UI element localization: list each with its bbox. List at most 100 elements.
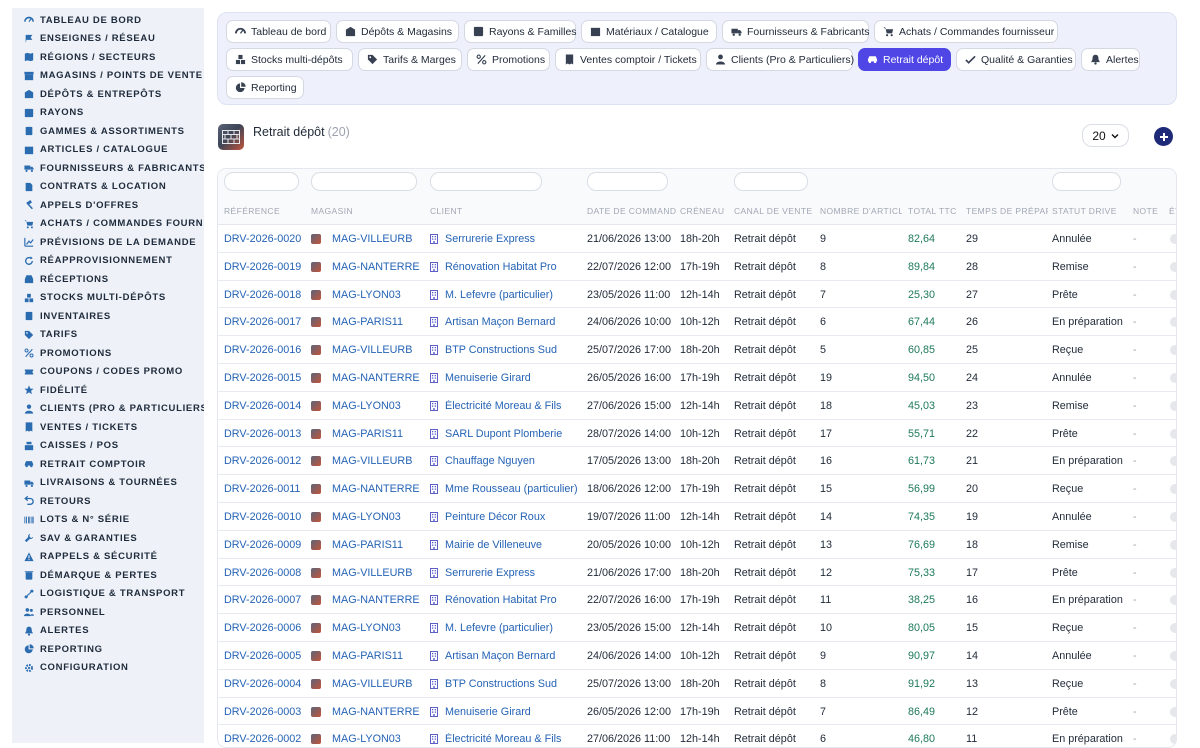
sidebar-item[interactable]: APPELS D'OFFRES <box>24 197 204 213</box>
column-header[interactable]: CRÉNEAU <box>680 206 725 216</box>
state-toggle[interactable] <box>1170 456 1176 467</box>
client-link[interactable]: Menuiserie Girard <box>445 705 531 718</box>
tab[interactable]: Tarifs & Marges <box>358 48 462 71</box>
client-link[interactable]: BTP Constructions Sud <box>445 344 558 357</box>
reference-link[interactable]: DRV-2026-0007 <box>224 594 302 607</box>
sidebar-item[interactable]: INVENTAIRES <box>24 308 204 324</box>
table-row[interactable]: DRV-2026-0014 MAG-LYON03 Électricité Morea… <box>218 392 1176 420</box>
magasin-link[interactable]: MAG-LYON03 <box>332 510 401 523</box>
reference-link[interactable]: DRV-2026-0020 <box>224 233 302 245</box>
column-header[interactable]: NOTE <box>1133 206 1159 216</box>
table-row[interactable]: DRV-2026-0017 MAG-PARIS11 Artisan Maçon Be… <box>218 308 1176 337</box>
magasin-link[interactable]: MAG-PARIS11 <box>332 649 403 662</box>
sidebar-item[interactable]: RÉCEPTIONS <box>24 271 204 287</box>
client-link[interactable]: Artisan Maçon Bernard <box>445 649 556 662</box>
sidebar-item[interactable]: RETRAIT COMPTOIR <box>24 456 204 472</box>
column-header[interactable]: CLIENT <box>430 206 463 216</box>
state-toggle[interactable] <box>1170 484 1176 495</box>
table-row[interactable]: DRV-2026-0010 MAG-LYON03 Peinture Décor Ro… <box>218 503 1176 531</box>
magasin-link[interactable]: MAG-NANTERRE <box>332 483 420 496</box>
state-toggle[interactable] <box>1170 650 1176 661</box>
filter-statut-input[interactable] <box>1052 172 1121 191</box>
client-link[interactable]: Peinture Décor Roux <box>445 510 546 523</box>
sidebar-item[interactable]: CONFIGURATION <box>24 660 204 676</box>
client-link[interactable]: Rénovation Habitat Pro <box>445 594 557 607</box>
sidebar-item[interactable]: CAISSES / POS <box>24 438 204 454</box>
client-link[interactable]: Électricité Moreau & Fils <box>445 733 562 746</box>
sidebar-item[interactable]: PERSONNEL <box>24 604 204 620</box>
sidebar-item[interactable]: TARIFS <box>24 327 204 343</box>
column-header[interactable]: TEMPS DE PRÉPARATION <box>966 206 1048 216</box>
magasin-link[interactable]: MAG-LYON03 <box>332 288 401 301</box>
reference-link[interactable]: DRV-2026-0008 <box>224 566 302 579</box>
magasin-link[interactable]: MAG-LYON03 <box>332 399 401 412</box>
tab[interactable]: Stocks multi-dépôts <box>226 48 353 71</box>
column-header[interactable]: STATUT DRIVE <box>1052 206 1117 216</box>
filter-canal-input[interactable] <box>734 172 808 191</box>
magasin-link[interactable]: MAG-VILLEURB <box>332 677 413 690</box>
sidebar-item[interactable]: ARTICLES / CATALOGUE <box>24 142 204 158</box>
client-link[interactable]: M. Lefevre (particulier) <box>445 288 554 301</box>
state-toggle[interactable] <box>1170 511 1176 522</box>
tab[interactable]: Retrait dépôt <box>858 48 951 71</box>
tab[interactable]: Matériaux / Catalogue <box>581 20 717 43</box>
reference-link[interactable]: DRV-2026-0005 <box>224 649 302 662</box>
filter-date-input[interactable] <box>587 172 668 191</box>
tab[interactable]: Alertes <box>1081 48 1140 71</box>
sidebar-item[interactable]: RAYONS <box>24 105 204 121</box>
table-row[interactable]: DRV-2026-0012 MAG-VILLEURB Chauffage Nguye… <box>218 447 1176 476</box>
tab[interactable]: Achats / Commandes fournisseur <box>874 20 1058 43</box>
sidebar-item[interactable]: PROMOTIONS <box>24 345 204 361</box>
state-toggle[interactable] <box>1170 678 1176 689</box>
client-link[interactable]: Serrurerie Express <box>445 566 536 579</box>
reference-link[interactable]: DRV-2026-0011 <box>224 483 301 496</box>
table-row[interactable]: DRV-2026-0007 MAG-NANTERRE Rénovation Habi… <box>218 586 1176 615</box>
tab[interactable]: Dépôts & Magasins <box>336 20 459 43</box>
tab[interactable]: Promotions <box>467 48 550 71</box>
state-toggle[interactable] <box>1170 595 1176 606</box>
sidebar-item[interactable]: PRÉVISIONS DE LA DEMANDE <box>24 234 204 250</box>
client-link[interactable]: Menuiserie Girard <box>445 371 531 384</box>
client-link[interactable]: Mairie de Villeneuve <box>445 538 543 551</box>
sidebar-item[interactable]: DÉMARQUE & PERTES <box>24 567 204 583</box>
client-link[interactable]: SARL Dupont Plomberie <box>445 427 563 440</box>
state-toggle[interactable] <box>1170 345 1176 356</box>
sidebar-item[interactable]: STOCKS MULTI-DÉPÔTS <box>24 290 204 306</box>
column-header[interactable]: RÉFÉRENCE <box>224 206 281 216</box>
reference-link[interactable]: DRV-2026-0004 <box>224 677 302 690</box>
table-row[interactable]: DRV-2026-0002 MAG-LYON03 Électricité Morea… <box>218 725 1176 747</box>
sidebar-item[interactable]: TABLEAU DE BORD <box>24 12 204 28</box>
state-toggle[interactable] <box>1170 567 1176 578</box>
add-record-button[interactable] <box>1154 127 1173 146</box>
table-row[interactable]: DRV-2026-0008 MAG-VILLEURB Serrurerie Expr… <box>218 559 1176 587</box>
magasin-link[interactable]: MAG-PARIS11 <box>332 427 403 440</box>
table-row[interactable]: DRV-2026-0013 MAG-PARIS11 SARL Dupont Plom… <box>218 420 1176 448</box>
magasin-link[interactable]: MAG-VILLEURB <box>332 344 413 357</box>
filter-client-input[interactable] <box>430 172 542 191</box>
reference-link[interactable]: DRV-2026-0019 <box>224 260 302 273</box>
client-link[interactable]: M. Lefevre (particulier) <box>445 622 554 635</box>
sidebar-item[interactable]: ENSEIGNES / RÉSEAU <box>24 31 204 47</box>
sidebar-item[interactable]: ALERTES <box>24 623 204 639</box>
sidebar-item[interactable]: COUPONS / CODES PROMO <box>24 364 204 380</box>
magasin-link[interactable]: MAG-LYON03 <box>332 733 401 746</box>
state-toggle[interactable] <box>1170 372 1176 383</box>
magasin-link[interactable]: MAG-NANTERRE <box>332 371 420 384</box>
state-toggle[interactable] <box>1170 734 1176 745</box>
reference-link[interactable]: DRV-2026-0002 <box>224 733 302 746</box>
tab[interactable]: Ventes comptoir / Tickets <box>555 48 701 71</box>
sidebar-item[interactable]: MAGASINS / POINTS DE VENTE <box>24 68 204 84</box>
column-header[interactable]: CANAL DE VENTE <box>734 206 813 216</box>
table-row[interactable]: DRV-2026-0006 MAG-LYON03 M. Lefevre (parti… <box>218 614 1176 642</box>
reference-link[interactable]: DRV-2026-0016 <box>224 344 302 357</box>
reference-link[interactable]: DRV-2026-0013 <box>224 427 302 440</box>
column-header[interactable]: TOTAL TTC <box>908 206 957 216</box>
state-toggle[interactable] <box>1170 539 1176 550</box>
tab[interactable]: Rayons & Familles <box>464 20 577 43</box>
table-row[interactable]: DRV-2026-0018 MAG-LYON03 M. Lefevre (parti… <box>218 281 1176 309</box>
magasin-link[interactable]: MAG-PARIS11 <box>332 538 403 551</box>
sidebar-item[interactable]: LIVRAISONS & TOURNÉES <box>24 475 204 491</box>
column-header[interactable]: MAGASIN <box>311 206 354 216</box>
state-toggle[interactable] <box>1170 261 1176 272</box>
sidebar-item[interactable]: CONTRATS & LOCATION <box>24 179 204 195</box>
